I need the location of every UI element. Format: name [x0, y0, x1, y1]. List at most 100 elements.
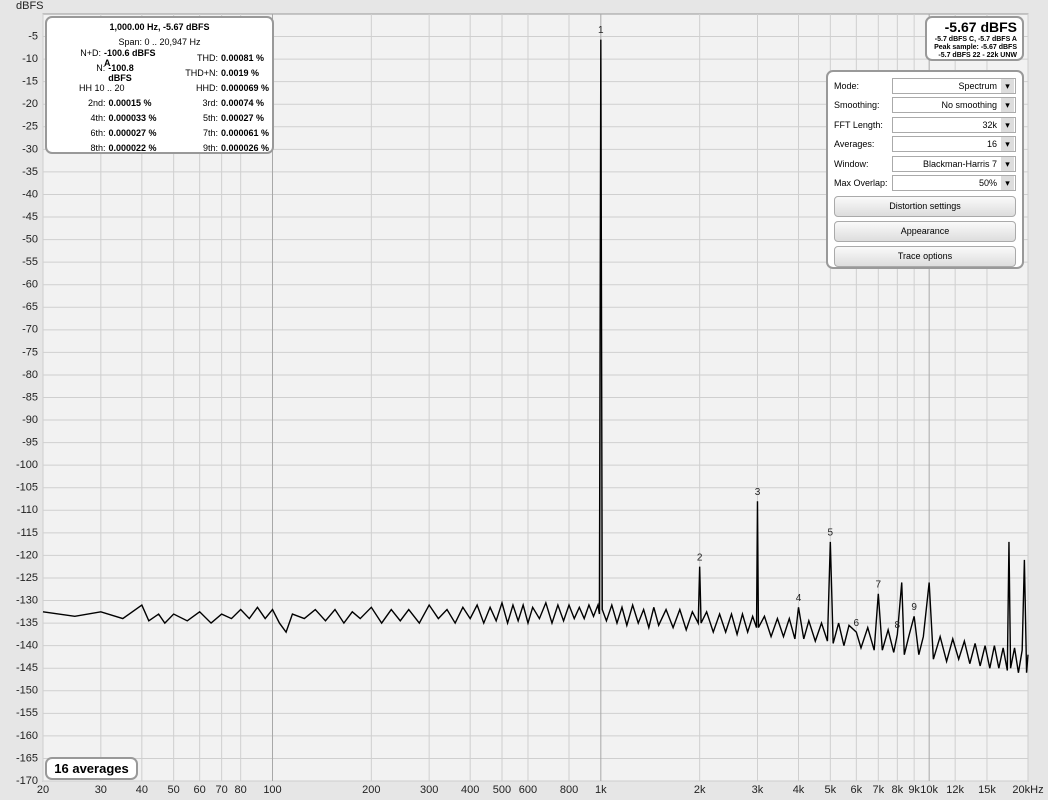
harmonic-label: 4	[796, 593, 802, 604]
info-cell: THD: 0.00081 %	[160, 53, 273, 63]
x-tick-label: 10k	[920, 784, 938, 796]
x-tick-label: 30	[95, 784, 107, 796]
y-tick-label: -150	[16, 685, 38, 697]
y-tick-label: -20	[22, 98, 38, 110]
y-axis-label: dBFS	[16, 0, 44, 12]
control-dropdown[interactable]: 32k	[892, 116, 1016, 133]
info-panel: 1,000.00 Hz, -5.67 dBFS Span: 0 .. 20,947…	[45, 16, 274, 154]
info-header: 1,000.00 Hz, -5.67 dBFS	[109, 22, 210, 32]
info-label: 7th:	[202, 127, 218, 138]
y-tick-label: -135	[16, 617, 38, 629]
info-value: 0.00074 %	[221, 97, 265, 108]
harmonic-label: 3	[755, 487, 761, 498]
control-field: Max Overlap: 50%	[828, 174, 1022, 194]
x-tick-label: 500	[493, 784, 511, 796]
y-tick-label: -45	[22, 211, 38, 223]
y-tick-label: -55	[22, 256, 38, 268]
level-line: Peak sample: -5.67 dBFS	[934, 44, 1017, 51]
y-tick-label: -100	[16, 459, 38, 471]
y-tick-label: -90	[22, 414, 38, 426]
x-tick-label: 1k	[595, 784, 607, 796]
harmonic-label: 5	[828, 528, 834, 539]
info-cell: 7th: 0.000061 %	[160, 128, 273, 138]
info-cell: 5th: 0.00027 %	[160, 113, 273, 123]
info-value: 0.00015 %	[108, 97, 152, 108]
x-tick-label: 9k	[908, 784, 920, 796]
y-tick-label: -140	[16, 640, 38, 652]
y-tick-label: -25	[22, 121, 38, 133]
y-tick-label: -65	[22, 301, 38, 313]
harmonic-label: 9	[911, 602, 917, 613]
x-tick-label: 4k	[793, 784, 805, 796]
info-row: 8th: 0.000022 % 9th: 0.000026 %	[47, 140, 272, 155]
harmonic-label: 6	[854, 618, 860, 629]
y-tick-label: -110	[17, 504, 38, 516]
harmonic-label: 1	[598, 25, 604, 36]
harmonic-label: 7	[876, 579, 882, 590]
x-tick-label: 50	[168, 784, 180, 796]
info-cell: 9th: 0.000026 %	[160, 143, 273, 153]
control-button[interactable]: Distortion settings	[834, 196, 1016, 217]
info-label: N:	[96, 62, 106, 73]
control-button[interactable]: Appearance	[834, 221, 1016, 242]
control-dropdown[interactable]: Blackman-Harris 7	[892, 155, 1016, 172]
x-tick-label: 20kHz	[1012, 784, 1043, 796]
level-main: -5.67 dBFS	[944, 19, 1017, 35]
level-line: -5.7 dBFS 22 - 22k UNW	[938, 52, 1017, 59]
y-tick-label: -160	[16, 730, 38, 742]
y-tick-label: -130	[16, 594, 38, 606]
info-label: N+D:	[80, 47, 101, 58]
y-tick-label: -155	[16, 707, 38, 719]
y-tick-label: -15	[22, 76, 38, 88]
control-dropdown[interactable]: No smoothing	[892, 97, 1016, 114]
y-tick-label: -60	[22, 279, 38, 291]
x-tick-label: 20	[37, 784, 49, 796]
info-row: N: -100.8 dBFS THD+N: 0.0019 %	[47, 62, 273, 83]
x-tick-label: 100	[263, 784, 281, 796]
info-cell: HH 10 .. 20	[47, 83, 160, 93]
info-row: 2nd: 0.00015 % 3rd: 0.00074 %	[47, 95, 272, 110]
x-tick-label: 60	[194, 784, 206, 796]
x-tick-label: 600	[519, 784, 537, 796]
info-cell: 6th: 0.000027 %	[47, 128, 160, 138]
y-tick-label: -95	[22, 437, 38, 449]
y-tick-label: -170	[16, 775, 38, 787]
info-row: 4th: 0.000033 % 5th: 0.00027 %	[47, 110, 272, 125]
y-tick-label: -80	[22, 369, 38, 381]
control-label: Mode:	[834, 80, 860, 91]
x-tick-label: 7k	[872, 784, 884, 796]
info-label: 4th:	[90, 112, 106, 123]
info-label: 5th:	[202, 112, 218, 123]
control-dropdown[interactable]: 50%	[892, 175, 1016, 192]
control-dropdown[interactable]: Spectrum	[892, 77, 1016, 94]
averages-badge: 16 averages	[45, 757, 138, 780]
control-label: Max Overlap:	[834, 178, 888, 189]
level-line: -5.7 dBFS C, -5.7 dBFS A	[934, 36, 1017, 43]
info-cell: 3rd: 0.00074 %	[160, 98, 273, 108]
x-tick-label: 80	[235, 784, 247, 796]
info-label: THD:	[197, 52, 218, 63]
info-value: 0.000026 %	[221, 142, 270, 153]
y-tick-label: -105	[16, 482, 38, 494]
harmonic-label: 8	[895, 620, 901, 631]
y-tick-label: -115	[17, 527, 38, 539]
control-dropdown[interactable]: 16	[892, 136, 1016, 153]
control-button[interactable]: Trace options	[834, 246, 1016, 267]
info-value: 0.00027 %	[221, 112, 265, 123]
info-row: N+D: -100.6 dBFS A THD: 0.00081 %	[47, 47, 273, 68]
info-cell: 8th: 0.000022 %	[47, 143, 160, 153]
y-tick-label: -70	[22, 324, 38, 336]
x-tick-label: 40	[136, 784, 148, 796]
info-value: -100.8 dBFS	[108, 62, 134, 83]
info-value: 0.000022 %	[108, 142, 157, 153]
x-tick-label: 300	[420, 784, 438, 796]
info-cell: 2nd: 0.00015 %	[47, 98, 160, 108]
x-tick-label: 12k	[946, 784, 964, 796]
info-cell: THD+N: 0.0019 %	[160, 68, 273, 78]
y-tick-label: -125	[16, 572, 38, 584]
y-tick-label: -75	[22, 346, 38, 358]
x-tick-label: 400	[461, 784, 479, 796]
y-tick-label: -5	[28, 30, 38, 42]
harmonic-label: 2	[697, 552, 703, 563]
